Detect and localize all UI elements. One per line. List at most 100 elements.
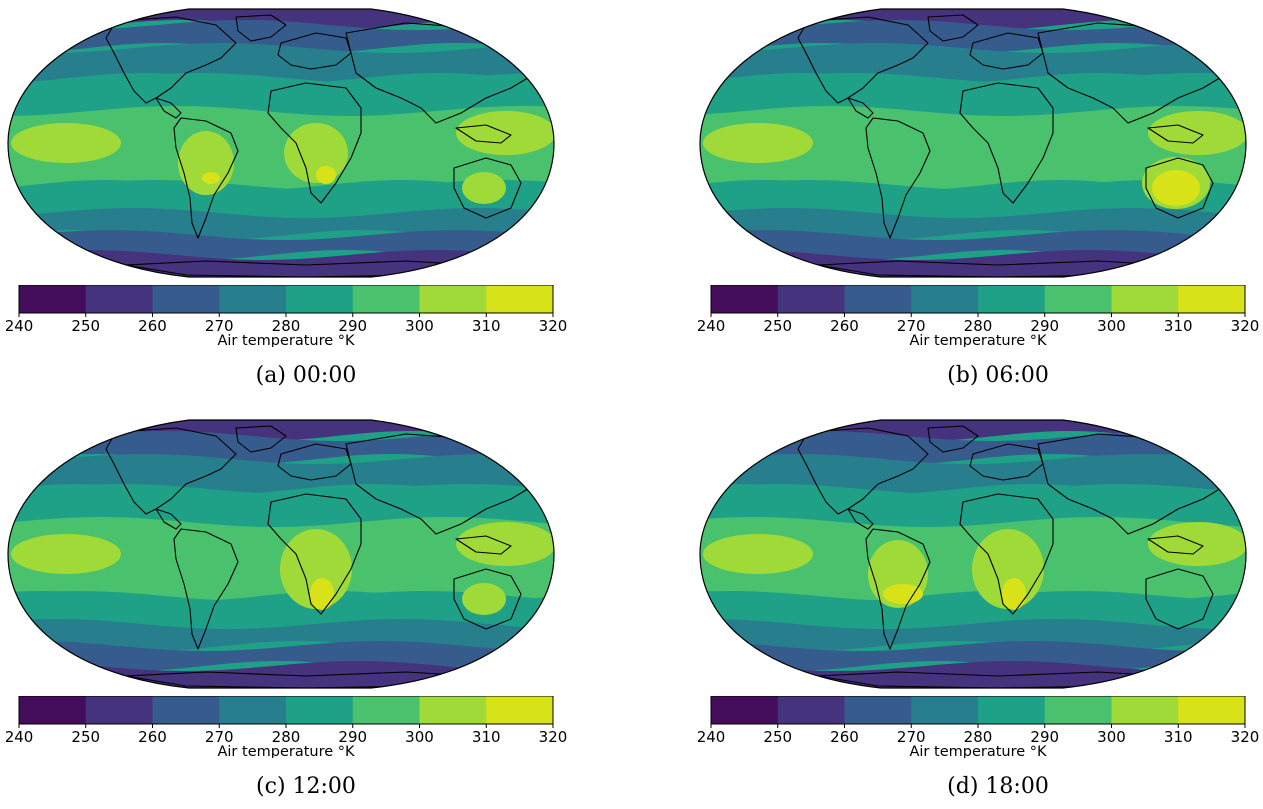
coastline <box>959 82 1054 204</box>
hot-region <box>462 172 506 204</box>
colorbar-tick-label: 310 <box>1164 317 1193 335</box>
coastline <box>105 16 237 104</box>
colorbar-tick-label: 320 <box>539 728 568 746</box>
coastline <box>969 32 1044 70</box>
temperature-field <box>700 9 1246 277</box>
colorbar-segment <box>486 696 554 724</box>
panel-c: 240 250 260 270 280 290 300 310 320 Air temperatu… <box>6 414 606 809</box>
temperature-band <box>700 484 1246 527</box>
colorbar-tick-label: 280 <box>964 317 993 335</box>
colorbar-tick-label: 280 <box>964 728 993 746</box>
temperature-band <box>8 484 554 527</box>
colorbar-tick-label: 310 <box>1164 728 1193 746</box>
colorbar-tick-label: 270 <box>205 317 234 335</box>
coastline <box>1145 157 1214 219</box>
hot-region <box>1002 578 1026 610</box>
hot-region <box>316 166 336 184</box>
colorbar-segment <box>419 285 487 313</box>
map-a <box>7 8 555 278</box>
colorbar-segment <box>152 285 220 313</box>
colorbar-tick-label: 240 <box>698 728 725 746</box>
temperature-band <box>8 43 554 83</box>
colorbar-a: 240 250 260 270 280 290 300 310 320 Air temperatu… <box>6 285 567 347</box>
temperature-band <box>8 454 554 494</box>
colorbar-tick-label: 320 <box>1231 317 1260 335</box>
colorbar-tick-label: 250 <box>71 728 100 746</box>
hot-region <box>1152 170 1200 206</box>
hot-region <box>280 529 352 609</box>
colorbar-tick-label: 270 <box>897 728 926 746</box>
colorbar-tick-label: 300 <box>1097 728 1126 746</box>
colorbar-segment <box>978 696 1046 724</box>
globe-outline <box>699 8 1247 278</box>
warm-region <box>11 534 121 574</box>
coastline <box>277 443 352 481</box>
temperature-band <box>700 73 1246 116</box>
colorbar-segment <box>1111 285 1179 313</box>
colorbar-segment <box>777 285 845 313</box>
coastline <box>453 568 522 630</box>
colorbar-segment <box>1178 696 1246 724</box>
colorbar-segment <box>85 285 153 313</box>
map-b <box>699 8 1247 278</box>
caption-a: (a) 00:00 <box>255 363 357 388</box>
colorbar-tick-label: 240 <box>6 317 33 335</box>
coastline <box>1145 568 1214 630</box>
colorbar-tick-label: 270 <box>205 728 234 746</box>
coastline <box>847 97 874 119</box>
colorbar-label: Air temperature °K <box>909 333 1047 347</box>
colorbar-segment <box>1111 696 1179 724</box>
hot-region <box>972 529 1044 609</box>
colorbar-segment <box>911 285 979 313</box>
coastline <box>865 117 931 239</box>
coastline <box>927 425 979 453</box>
colorbar-segment <box>844 285 912 313</box>
colorbar-tick-label: 260 <box>138 317 167 335</box>
hot-region <box>202 172 220 184</box>
temperature-band <box>700 517 1246 601</box>
colorbar-tick-label: 300 <box>405 728 434 746</box>
coastline <box>155 508 182 530</box>
temperature-band <box>700 20 1246 53</box>
coastline <box>267 493 362 615</box>
colorbar-segment <box>85 696 153 724</box>
temperature-band <box>8 73 554 116</box>
colorbar-tick-label: 290 <box>338 728 367 746</box>
coastline <box>453 157 522 219</box>
temperature-band <box>700 454 1246 494</box>
coastline <box>847 508 874 530</box>
panel-b: 240 250 260 270 280 290 300 310 320 Air temperatu… <box>698 3 1263 398</box>
colorbar-tick-label: 290 <box>1030 728 1059 746</box>
colorbar-tick-label: 290 <box>1030 317 1059 335</box>
coastline <box>797 427 929 515</box>
colorbar-tick-label: 240 <box>698 317 725 335</box>
warm-region <box>703 123 813 163</box>
panel-a: 240 250 260 270 280 290 300 310 320 Air temperatu… <box>6 3 606 398</box>
colorbar-segment <box>1044 696 1112 724</box>
colorbar-tick-label: 290 <box>338 317 367 335</box>
temperature-band <box>700 9 1246 30</box>
caption-d: (d) 18:00 <box>947 774 1049 799</box>
colorbar-segment <box>1178 285 1246 313</box>
colorbar-segment <box>286 285 354 313</box>
hot-region <box>310 578 334 610</box>
colorbar-tick-label: 250 <box>763 317 792 335</box>
colorbar-tick-label: 310 <box>472 728 501 746</box>
coastline <box>927 14 979 42</box>
temperature-band <box>700 420 1246 441</box>
temperature-band <box>8 9 554 30</box>
colorbar-segment <box>911 696 979 724</box>
hot-region <box>462 583 506 615</box>
coastline <box>105 427 237 515</box>
colorbar-segment <box>352 696 420 724</box>
colorbar-tick-label: 250 <box>763 728 792 746</box>
colorbar-tick-label: 310 <box>472 317 501 335</box>
coastline <box>155 97 182 119</box>
coastline <box>173 117 239 239</box>
colorbar-tick-label: 280 <box>272 317 301 335</box>
colorbar-tick-label: 300 <box>405 317 434 335</box>
map-c <box>7 419 555 689</box>
temperature-field <box>8 9 554 277</box>
temperature-band <box>8 20 554 53</box>
colorbar-label: Air temperature °K <box>909 744 1047 758</box>
